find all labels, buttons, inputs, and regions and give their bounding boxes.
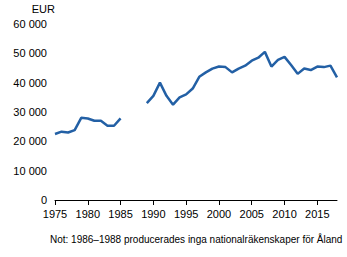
svg-text:Not: 1986–1988 producerades in: Not: 1986–1988 producerades inga nationa… <box>50 233 342 245</box>
svg-text:1985: 1985 <box>108 208 132 220</box>
svg-text:20 000: 20 000 <box>13 135 47 147</box>
svg-text:1975: 1975 <box>43 208 67 220</box>
svg-text:1990: 1990 <box>141 208 165 220</box>
svg-text:50 000: 50 000 <box>13 47 47 59</box>
svg-text:30 000: 30 000 <box>13 106 47 118</box>
svg-text:1995: 1995 <box>174 208 198 220</box>
svg-text:EUR: EUR <box>32 3 55 15</box>
svg-text:2000: 2000 <box>207 208 231 220</box>
svg-text:10 000: 10 000 <box>13 165 47 177</box>
svg-text:40 000: 40 000 <box>13 77 47 89</box>
svg-text:1980: 1980 <box>76 208 100 220</box>
svg-text:2015: 2015 <box>305 208 329 220</box>
svg-text:2005: 2005 <box>240 208 264 220</box>
svg-text:60 000: 60 000 <box>13 18 47 30</box>
svg-text:2010: 2010 <box>272 208 296 220</box>
svg-text:0: 0 <box>41 194 47 206</box>
